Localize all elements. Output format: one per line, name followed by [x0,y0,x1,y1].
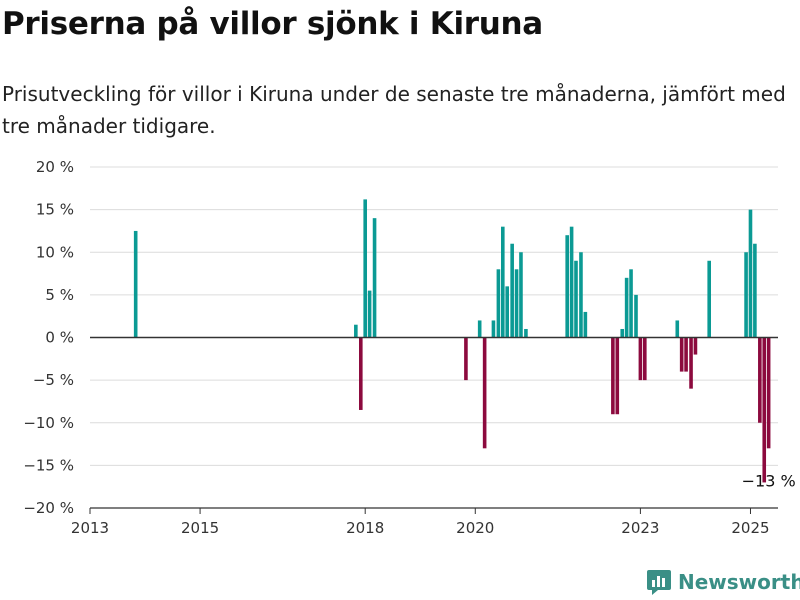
y-tick-label: −10 % [23,414,74,432]
bar-negative [464,337,468,381]
y-tick-label: −20 % [23,499,74,517]
bar-positive [510,243,514,338]
bar-positive [354,324,358,338]
x-tick-label: 2025 [731,519,769,537]
brand-name: Newsworthy [678,570,800,594]
bar-positive [620,328,625,338]
bar-negative [689,337,693,389]
x-tick-label: 2015 [181,519,219,537]
bar-positive [524,328,528,338]
bar-positive [748,209,753,338]
bar-positive [675,320,680,338]
bar-positive [629,269,633,338]
x-tick-label: 2023 [621,519,659,537]
bar-negative [693,337,698,355]
newsworthy-logo-icon [647,570,671,595]
bar-negative [359,337,363,410]
y-tick-label: 5 % [45,286,74,304]
bar-positive [634,294,638,338]
bar-positive [367,290,372,338]
bar-negative [679,337,684,372]
bar-positive [569,226,574,338]
bar-positive [574,260,578,338]
bar-negative [482,337,487,449]
bar-positive [624,277,629,338]
bars-layer [133,199,771,483]
bar-negative [684,337,688,372]
bar-negative [611,337,615,415]
y-tick-label: 15 % [36,201,74,219]
bar-positive [133,230,138,338]
y-tick-label: 10 % [36,243,74,261]
x-tick-label: 2018 [346,519,384,537]
bar-positive [501,226,505,338]
bar-positive [583,311,588,338]
bar-positive [744,252,748,338]
axis-layer: 20 % 15 % 10 % 5 % 0 % −5 % −10 % −15 % −20 % 201… [23,158,795,537]
last-value-annotation: −13 % [742,471,796,490]
bar-positive [565,235,569,338]
bar-negative [762,337,767,483]
y-tick-label: 20 % [36,158,74,176]
bar-positive [372,218,377,338]
bar-negative [643,337,647,381]
bar-positive [519,252,523,338]
brand-logo[interactable]: Newsworthy [646,568,800,596]
chart-subtitle: Prisutveckling för villor i Kiruna under… [2,82,786,138]
y-tick-label: −15 % [23,456,74,474]
bar-positive [707,260,711,338]
bar-positive [505,286,509,338]
bar-negative [766,337,771,449]
bar-negative [638,337,643,381]
bar-positive [477,320,482,338]
bar-positive [363,199,367,338]
bar-positive [753,243,757,338]
bar-positive [496,269,501,338]
bar-negative [615,337,620,415]
x-tick-label: 2013 [71,519,109,537]
bar-positive [579,252,583,338]
chart-title: Priserna på villor sjönk i Kiruna [2,6,543,42]
bar-positive [514,269,519,338]
bar-positive [491,320,496,338]
x-tick-label: 2020 [456,519,494,537]
y-tick-label: 0 % [45,329,74,347]
y-tick-label: −5 % [33,371,74,389]
bar-negative [758,337,762,423]
